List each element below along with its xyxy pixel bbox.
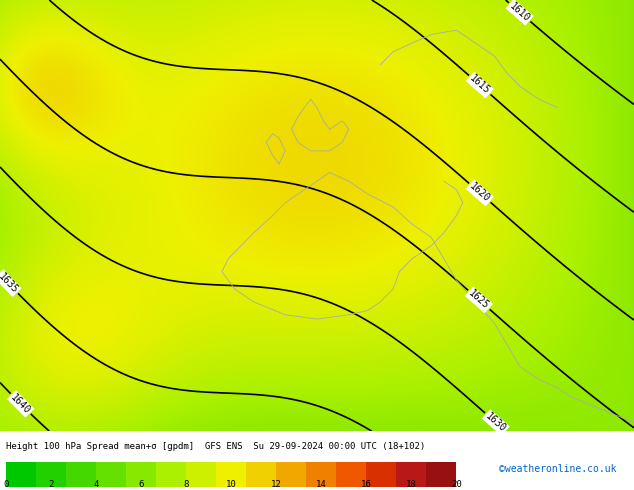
Text: Height 100 hPa Spread mean+σ [gpdm]  GFS ENS  Su 29-09-2024 00:00 UTC (18+102): Height 100 hPa Spread mean+σ [gpdm] GFS … xyxy=(6,442,425,451)
Text: 4: 4 xyxy=(94,480,99,489)
FancyBboxPatch shape xyxy=(6,462,36,487)
FancyBboxPatch shape xyxy=(396,462,427,487)
FancyBboxPatch shape xyxy=(427,462,456,487)
FancyBboxPatch shape xyxy=(276,462,306,487)
Text: 1620: 1620 xyxy=(468,181,492,204)
Text: 1615: 1615 xyxy=(468,74,492,97)
Text: 20: 20 xyxy=(451,480,462,489)
Text: 2: 2 xyxy=(49,480,54,489)
Text: 10: 10 xyxy=(226,480,236,489)
FancyBboxPatch shape xyxy=(337,462,366,487)
Text: 1635: 1635 xyxy=(0,271,20,295)
FancyBboxPatch shape xyxy=(186,462,216,487)
Text: 8: 8 xyxy=(184,480,189,489)
Text: 14: 14 xyxy=(316,480,327,489)
FancyBboxPatch shape xyxy=(126,462,157,487)
FancyBboxPatch shape xyxy=(247,462,276,487)
FancyBboxPatch shape xyxy=(366,462,396,487)
FancyBboxPatch shape xyxy=(216,462,247,487)
FancyBboxPatch shape xyxy=(67,462,96,487)
Text: 16: 16 xyxy=(361,480,372,489)
Text: 1640: 1640 xyxy=(9,392,32,416)
Text: 0: 0 xyxy=(4,480,9,489)
FancyBboxPatch shape xyxy=(96,462,126,487)
Text: 18: 18 xyxy=(406,480,417,489)
Text: 1625: 1625 xyxy=(467,288,491,311)
FancyBboxPatch shape xyxy=(306,462,337,487)
Text: 12: 12 xyxy=(271,480,281,489)
FancyBboxPatch shape xyxy=(157,462,186,487)
FancyBboxPatch shape xyxy=(36,462,67,487)
Text: ©weatheronline.co.uk: ©weatheronline.co.uk xyxy=(499,465,617,474)
Text: 1630: 1630 xyxy=(484,411,508,434)
Text: 1610: 1610 xyxy=(507,0,532,24)
Text: 6: 6 xyxy=(139,480,144,489)
